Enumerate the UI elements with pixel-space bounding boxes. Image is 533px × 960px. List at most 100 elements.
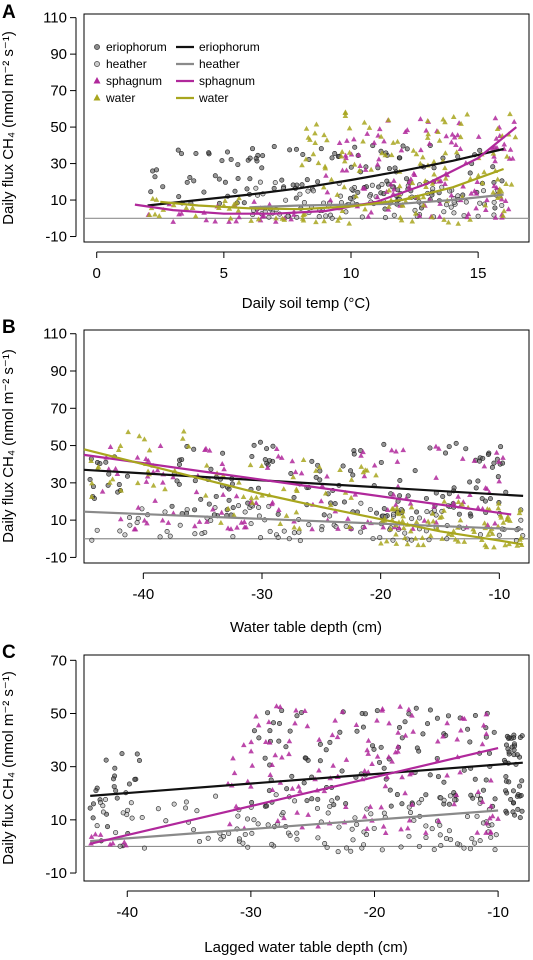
sphagnum-point [388,181,394,187]
sphagnum-point [279,754,285,760]
y-tick-label: 30 [50,156,67,173]
water-point [402,535,408,541]
sphagnum-point [286,751,292,757]
sphagnum-point [488,777,494,783]
heather-point [128,800,134,806]
water-point [409,218,416,224]
sphagnum-point [383,188,390,194]
eriophorum-point [293,195,299,201]
sphagnum-point [275,453,282,459]
sphagnum-point [249,762,256,768]
sphagnum-point [475,133,482,139]
water-point [430,518,437,524]
water-point [328,176,335,182]
sphagnum-point [105,466,112,472]
heather-point [447,793,453,799]
sphagnum-point [448,192,455,198]
sphagnum-point [393,448,399,454]
sphagnum-point [371,462,378,468]
water-point [385,117,392,123]
eriophorum-point [504,810,510,816]
water-point [517,507,524,513]
sphagnum-point [380,524,387,530]
heather-point [135,515,141,521]
panel-c-plot-frame [83,654,530,882]
heather-point [411,817,417,823]
eriophorum-point [340,463,346,469]
eriophorum-point [482,498,488,504]
sphagnum-point [272,752,279,758]
eriophorum-point [386,166,392,172]
water-point [149,195,156,201]
water-point [422,178,429,184]
water-point [464,111,471,117]
eriophorum-point [271,144,277,150]
sphagnum-point [433,443,439,449]
water-point [335,217,341,223]
water-point [508,181,515,187]
eriophorum-point [511,735,517,741]
sphagnum-point [379,705,386,711]
water-point [386,187,392,193]
water-point [378,133,384,139]
water-point [407,528,414,534]
legend-eriophorum-point-label: eriophorum [106,40,167,54]
y-tick-label: 30 [50,759,67,776]
sphagnum-point [316,767,322,773]
eriophorum-point [467,170,473,176]
sphagnum-point [233,218,239,224]
eriophorum-point [329,155,335,161]
sphagnum-point [386,720,392,726]
eriophorum-point [317,741,323,747]
water-point [379,150,385,156]
sphagnum-fit-line [134,126,517,215]
water-point [312,130,318,136]
eriophorum-point [378,459,384,465]
eriophorum-point [443,450,449,456]
water-point [313,219,319,225]
eriophorum-point [321,512,327,518]
eriophorum-fit-line [147,147,504,207]
water-point [412,535,419,541]
water-point [450,114,457,120]
eriophorum-point [404,146,410,152]
heather-point [431,847,437,853]
sphagnum-point [342,804,349,810]
water-point [106,479,113,485]
eriophorum-point [517,815,523,821]
eriophorum-point [425,721,431,727]
sphagnum-point [244,778,251,784]
sphagnum-point [241,524,248,530]
heather-point [364,832,370,838]
sphagnum-point [357,163,363,169]
heather-point [329,215,335,221]
eriophorum-point [431,165,437,171]
eriophorum-point [116,482,122,488]
y-tick-label: 70 [50,83,67,100]
heather-point [205,835,211,841]
eriophorum-point [485,452,491,458]
panel-b-x-axis-label: Water table depth (cm) [230,619,382,636]
sphagnum-point [193,489,200,495]
eriophorum-point [491,460,497,466]
sphagnum-point [381,138,387,144]
sphagnum-point [253,713,259,719]
eriophorum-point [176,462,182,468]
sphagnum-point [192,523,198,529]
heather-point [129,815,135,821]
eriophorum-point [264,803,270,809]
sphagnum-point [152,497,158,503]
sphagnum-point [275,817,281,823]
sphagnum-point [489,813,496,819]
water-point [236,195,242,201]
sphagnum-point [227,821,233,827]
water-point [393,540,400,546]
sphagnum-point [253,500,259,506]
eriophorum-point [230,505,236,511]
sphagnum-point [502,197,509,203]
eriophorum-point [400,143,406,149]
water-point [315,160,322,166]
eriophorum-point [247,176,253,182]
water-point [249,499,256,505]
legend-eriophorum-marker [94,44,100,50]
